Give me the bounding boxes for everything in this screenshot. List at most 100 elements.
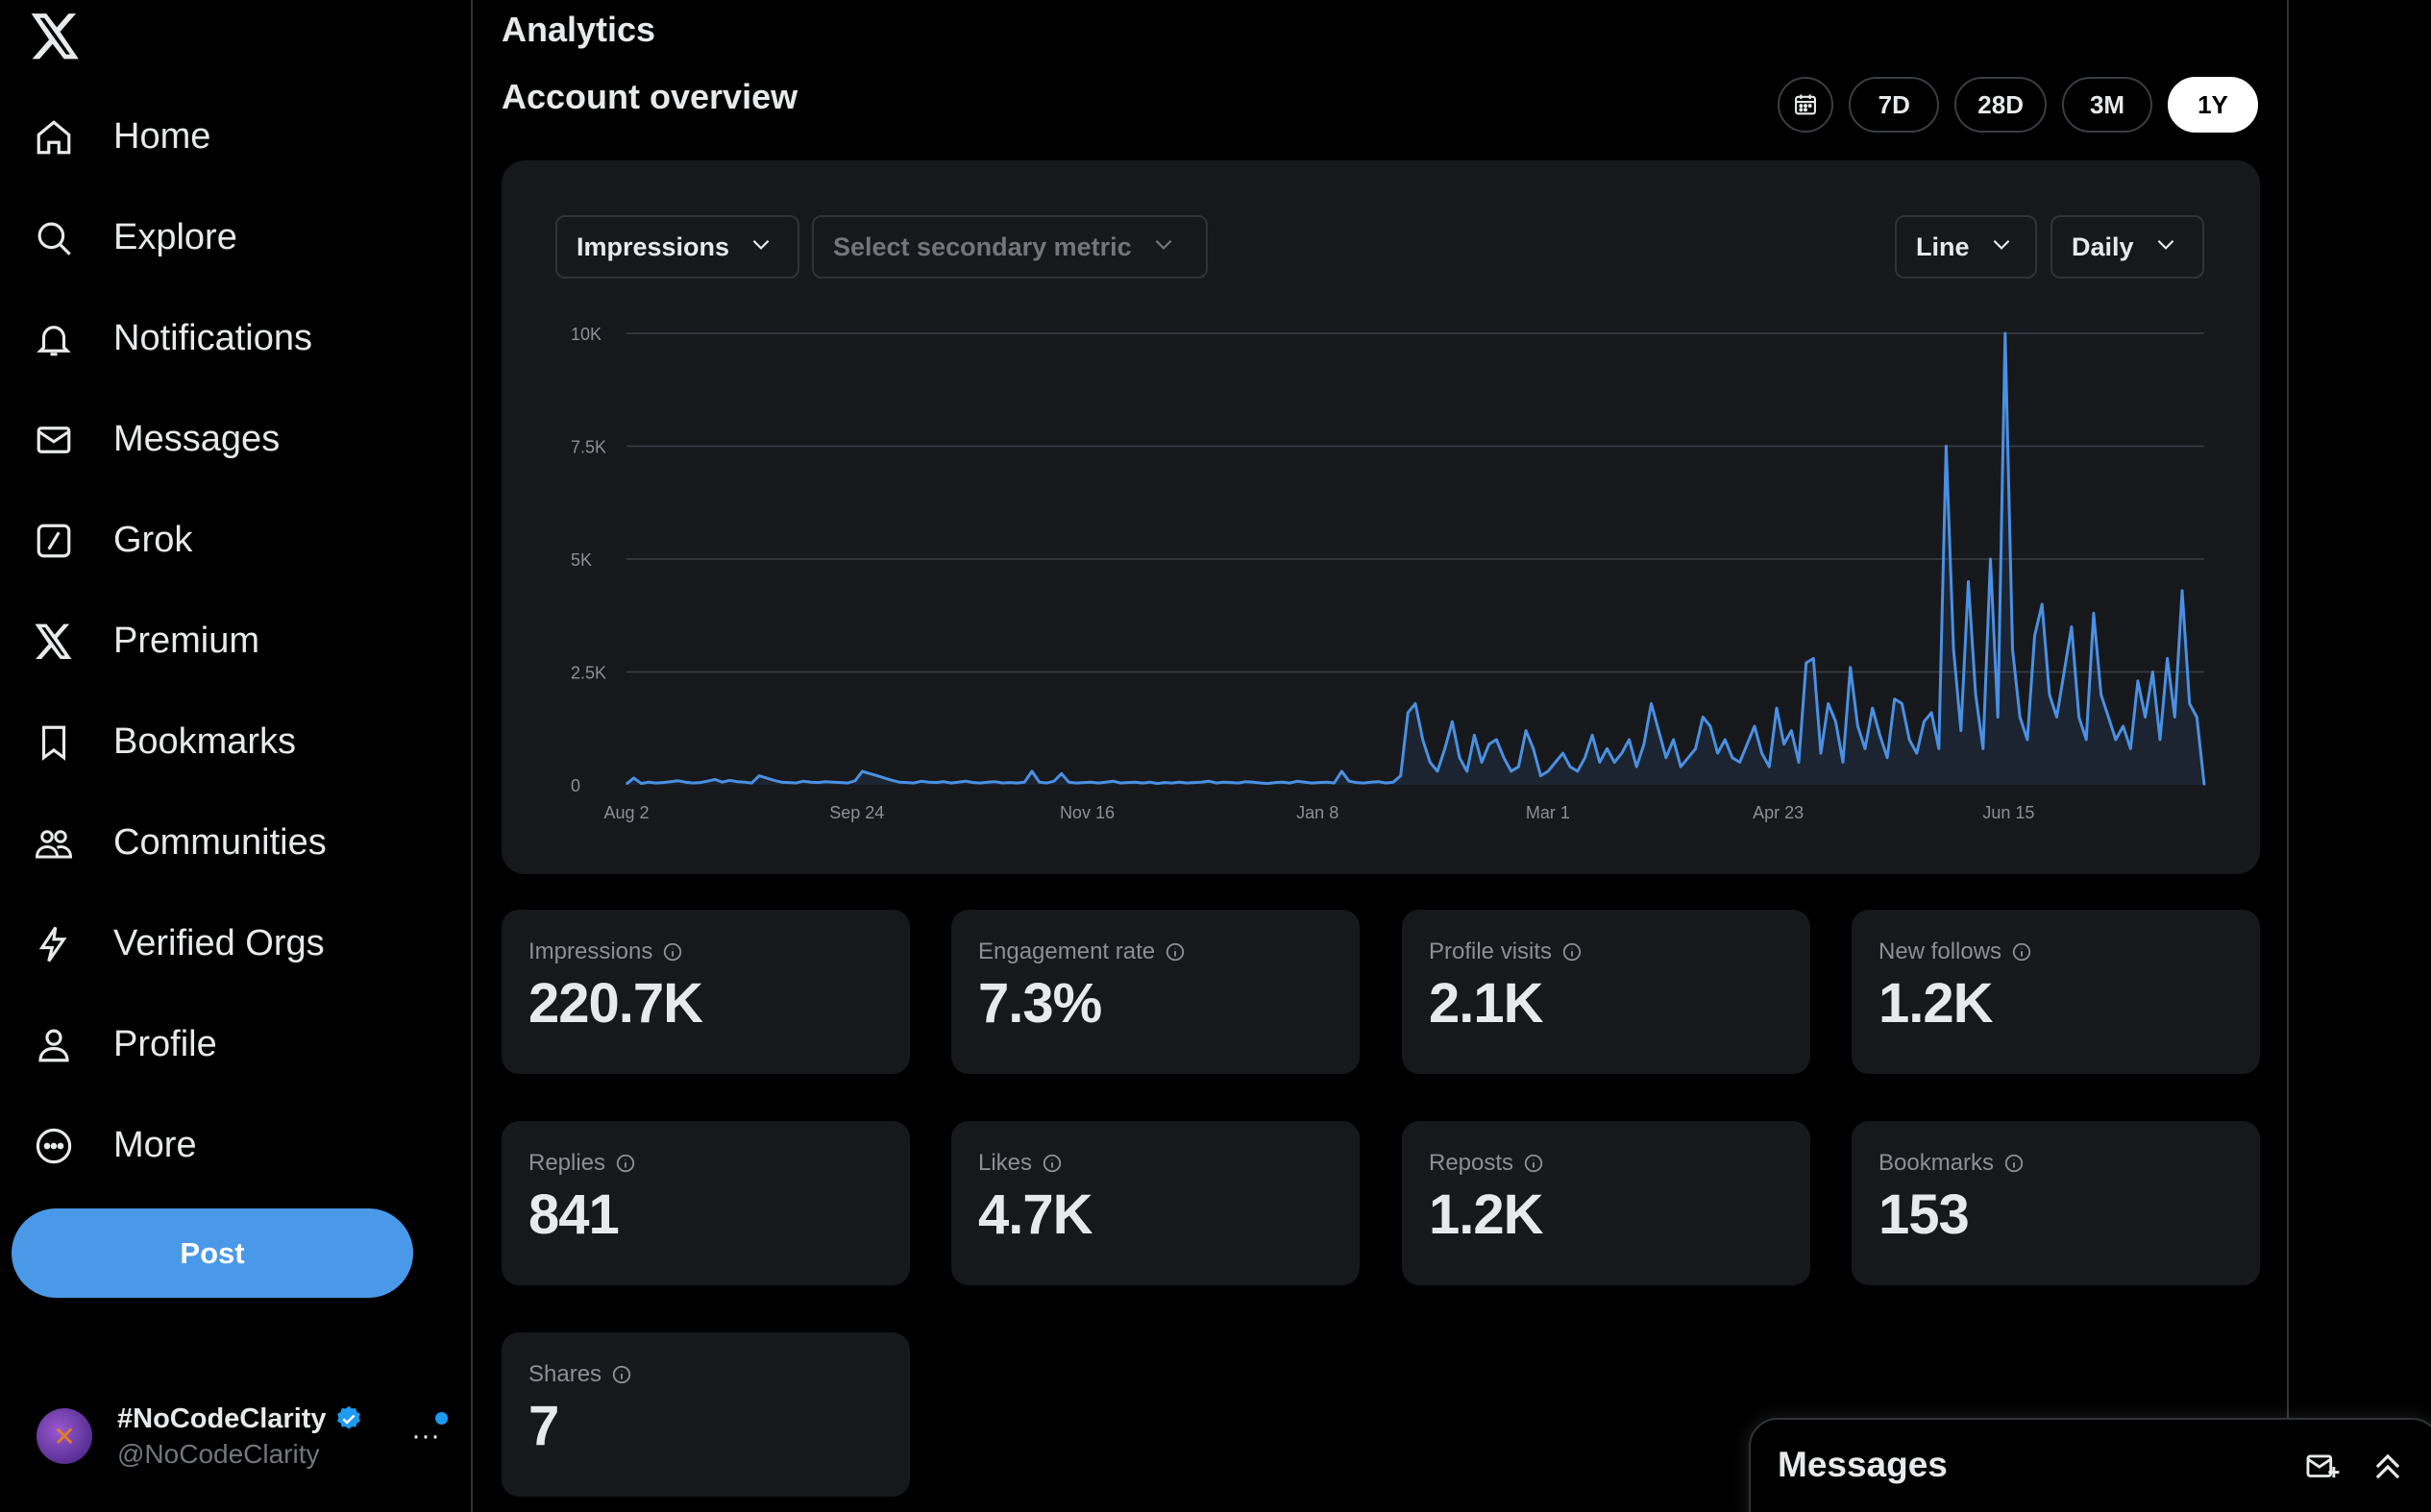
data-point bbox=[1842, 761, 1844, 764]
data-point bbox=[1443, 747, 1446, 750]
data-point bbox=[1916, 752, 1918, 754]
data-point bbox=[1134, 781, 1137, 783]
range-28d-button[interactable]: 28D bbox=[1954, 77, 2047, 133]
data-point bbox=[750, 782, 753, 784]
nav-item-explore[interactable]: Explore bbox=[0, 187, 473, 288]
x-logo-icon[interactable] bbox=[29, 10, 83, 63]
data-point bbox=[1171, 782, 1173, 784]
nav-item-profile[interactable]: Profile bbox=[0, 994, 473, 1095]
data-point bbox=[1142, 782, 1143, 784]
data-point bbox=[1650, 702, 1653, 705]
metric-value: 841 bbox=[528, 1183, 620, 1246]
metric-card-shares: Shares 7 bbox=[502, 1332, 910, 1497]
data-point bbox=[1429, 761, 1432, 764]
info-icon[interactable] bbox=[1042, 1153, 1063, 1174]
range-1y-button[interactable]: 1Y bbox=[2168, 77, 2258, 133]
data-point bbox=[839, 781, 842, 784]
data-point bbox=[728, 779, 731, 782]
expand-up-icon[interactable] bbox=[2370, 1449, 2406, 1485]
nav-item-communities[interactable]: Communities bbox=[0, 793, 473, 893]
data-point bbox=[1613, 761, 1615, 764]
chevron-down-icon bbox=[1989, 232, 2014, 263]
nav-label: Home bbox=[113, 116, 211, 157]
secondary-metric-dropdown[interactable]: Select secondary metric bbox=[812, 215, 1208, 279]
data-point bbox=[1569, 766, 1571, 768]
info-icon[interactable] bbox=[611, 1364, 632, 1385]
data-point bbox=[1547, 770, 1549, 772]
data-point bbox=[1606, 747, 1608, 750]
range-3m-button[interactable]: 3M bbox=[2062, 77, 2152, 133]
data-point bbox=[1982, 747, 1984, 750]
primary-metric-dropdown[interactable]: Impressions bbox=[555, 215, 799, 279]
data-point bbox=[2144, 716, 2147, 719]
nav-item-premium[interactable]: Premium bbox=[0, 591, 473, 692]
chevron-down-icon bbox=[1151, 232, 1176, 263]
data-point bbox=[714, 778, 716, 781]
info-icon[interactable] bbox=[1165, 941, 1186, 963]
data-point bbox=[1216, 782, 1217, 784]
nav-item-grok[interactable]: Grok bbox=[0, 490, 473, 591]
more-circle-icon bbox=[33, 1125, 75, 1167]
data-point bbox=[1370, 781, 1372, 783]
data-point bbox=[971, 781, 974, 784]
data-point bbox=[1112, 780, 1115, 782]
metric-value: 4.7K bbox=[978, 1183, 1093, 1246]
data-point bbox=[1238, 782, 1240, 784]
bell-icon bbox=[33, 318, 75, 360]
data-point bbox=[1274, 781, 1276, 784]
nav-label: Verified Orgs bbox=[113, 923, 325, 963]
data-point bbox=[744, 781, 746, 783]
data-point bbox=[1525, 729, 1527, 732]
chevron-down-icon bbox=[2153, 232, 2178, 263]
info-icon[interactable] bbox=[615, 1153, 636, 1174]
more-icon[interactable]: ··· bbox=[411, 1420, 440, 1451]
data-point bbox=[2129, 747, 2132, 750]
data-point bbox=[1960, 729, 1962, 732]
nav-item-verified-orgs[interactable]: Verified Orgs bbox=[0, 893, 473, 994]
info-icon[interactable] bbox=[1561, 941, 1583, 963]
messages-drawer[interactable]: Messages bbox=[1749, 1418, 2431, 1512]
nav-item-home[interactable]: Home bbox=[0, 86, 473, 187]
data-point bbox=[706, 780, 709, 782]
data-point bbox=[758, 774, 760, 777]
granularity-dropdown[interactable]: Daily bbox=[2050, 215, 2204, 279]
chart-type-label: Line bbox=[1916, 232, 1970, 261]
data-point bbox=[1533, 747, 1535, 750]
data-point bbox=[1687, 757, 1689, 759]
data-point bbox=[1997, 716, 1999, 719]
metric-value: 220.7K bbox=[528, 972, 703, 1035]
data-point bbox=[1694, 747, 1697, 750]
notification-dot bbox=[435, 1412, 448, 1425]
nav-item-bookmarks[interactable]: Bookmarks bbox=[0, 692, 473, 793]
x-tick-label: Apr 23 bbox=[1753, 803, 1804, 822]
chart-type-dropdown[interactable]: Line bbox=[1895, 215, 2037, 279]
info-icon[interactable] bbox=[662, 941, 683, 963]
x-tick-label: Jun 15 bbox=[1982, 803, 2034, 822]
data-point bbox=[1090, 781, 1093, 783]
nav-item-more[interactable]: More bbox=[0, 1095, 473, 1196]
post-button[interactable]: Post bbox=[12, 1208, 413, 1298]
data-point bbox=[2196, 716, 2198, 719]
data-point bbox=[1193, 781, 1195, 784]
data-point bbox=[2071, 625, 2073, 628]
calendar-button[interactable] bbox=[1778, 77, 1834, 133]
chevron-down-icon bbox=[749, 232, 774, 263]
info-icon[interactable] bbox=[2011, 941, 2032, 963]
nav-item-messages[interactable]: Messages bbox=[0, 389, 473, 490]
nav-item-notifications[interactable]: Notifications bbox=[0, 288, 473, 389]
data-point bbox=[692, 782, 694, 784]
account-switcher[interactable]: ✕ #NoCodeClarity @NoCodeClarity ··· bbox=[37, 1383, 459, 1489]
y-tick-label: 7.5K bbox=[571, 438, 606, 457]
data-point bbox=[1459, 757, 1461, 759]
data-point bbox=[1672, 739, 1675, 741]
info-icon[interactable] bbox=[1523, 1153, 1544, 1174]
data-point bbox=[1599, 761, 1601, 764]
x-tick-label: Sep 24 bbox=[829, 803, 884, 822]
range-7d-button[interactable]: 7D bbox=[1849, 77, 1940, 133]
info-icon[interactable] bbox=[2003, 1153, 2025, 1174]
data-point bbox=[1716, 752, 1719, 754]
data-point bbox=[1178, 781, 1181, 783]
data-point bbox=[1782, 743, 1785, 745]
data-point bbox=[1901, 702, 1903, 705]
new-message-icon[interactable] bbox=[2304, 1449, 2341, 1485]
